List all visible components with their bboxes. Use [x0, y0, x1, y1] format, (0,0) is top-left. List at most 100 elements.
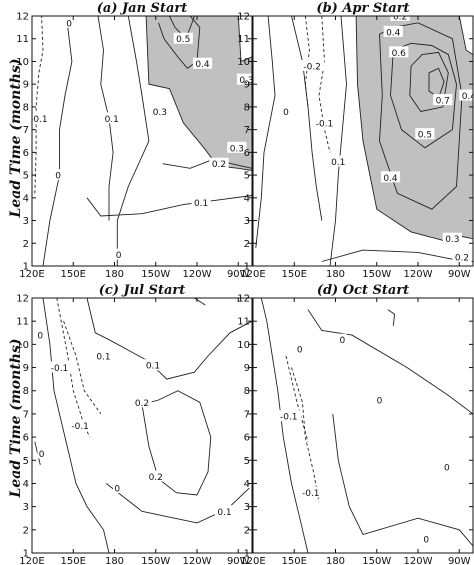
contour-label-4: 0	[116, 251, 122, 261]
x-tick-label: 120W	[183, 556, 212, 565]
panel-1: 0.2 -0.2 -0.1 0 0.1 0.4 0.6 0.7 0.5 0.4 0.4 0.3 0.2 1…	[237, 1, 474, 280]
contour-line-1	[291, 367, 320, 503]
contour-line-4	[329, 16, 347, 266]
y-tick-label: 9	[23, 80, 29, 91]
contour-label-bg-12	[452, 250, 472, 262]
y-tick-label: 5	[244, 456, 250, 467]
panel-frame	[31, 15, 253, 267]
contour-line-0	[260, 298, 309, 553]
y-tick-label: 6	[244, 148, 250, 159]
x-tick-label: 180	[326, 269, 345, 280]
contour-label-bg-7	[433, 94, 453, 106]
contour-label-4: 0.1	[96, 352, 110, 362]
contour-line-5	[106, 483, 250, 524]
panel-title: (a) Jan Start	[97, 1, 187, 16]
contour-label-bg-7	[113, 482, 122, 494]
plot-area: 0.2 -0.2 -0.1 0 0.1 0.4 0.6 0.7 0.5 0.4 0.4 0.3 0.2	[255, 13, 473, 266]
x-tick-label: 120W	[404, 556, 433, 565]
contour-label-bg-8	[415, 128, 435, 140]
x-tick-label: 150W	[362, 269, 391, 280]
panel-frame	[252, 297, 474, 554]
y-tick-label: 1	[244, 262, 250, 273]
x-tick-label: 150E	[61, 269, 86, 280]
x-tick-label: 120E	[19, 556, 44, 565]
y-tick-label: 7	[244, 409, 250, 420]
y-tick-label: 12	[16, 294, 29, 305]
contour-label-bg-1	[53, 169, 63, 181]
y-tick-label: 3	[23, 502, 29, 513]
y-tick-label: 7	[244, 125, 250, 136]
y-tick-label: 8	[244, 386, 250, 397]
contour-line-9	[409, 51, 449, 113]
contour-label-bg-10	[192, 57, 213, 69]
contour-label-bg-4	[328, 155, 348, 167]
y-tick-label: 11	[237, 34, 250, 45]
contour-label-7: 0.7	[436, 97, 450, 107]
x-tick-label: 90W	[448, 269, 471, 280]
contour-label-bg-5	[132, 396, 152, 408]
shaded-region-6	[355, 16, 473, 242]
contour-label-1: 0	[55, 172, 61, 182]
y-tick-label: 12	[237, 294, 250, 305]
x-tick-label: 120E	[19, 269, 44, 280]
plot-area: 0 -0.1 0 -0.1 0.1 0.2 0.1 0 0.2 0.1	[34, 298, 252, 553]
contour-line-5	[321, 249, 473, 262]
plot-area: -0.1 0 0 0.1 0 0.1 0.2 0.3 0.3 0.3 0.4 0.5	[30, 16, 252, 266]
contour-line-4	[332, 413, 473, 547]
y-tick-label: 3	[244, 216, 250, 227]
contour-label-bg-10	[380, 171, 401, 183]
contour-label-3: 0	[283, 108, 289, 118]
plot-area: 0 -0.1 0 -0.1 0 0 0	[260, 298, 473, 553]
contour-label-bg-7	[150, 105, 170, 117]
contour-label-2: 0	[66, 19, 72, 29]
contour-label-bg-0	[295, 343, 304, 354]
contour-line-0	[42, 298, 110, 553]
contour-label-bg-4	[114, 248, 123, 260]
y-tick-label: 9	[23, 363, 29, 374]
contour-label-bg-5	[191, 196, 211, 208]
contour-label-0: 0	[37, 332, 43, 342]
contour-line-4	[86, 195, 252, 217]
y-tick-label: 4	[244, 193, 250, 204]
contour-label-2: -0.1	[316, 119, 334, 129]
contour-label-0: -0.1	[30, 115, 48, 125]
contour-label-3: -0.1	[71, 422, 89, 432]
contour-label-10: 0.4	[383, 174, 398, 184]
x-tick-label: 90W	[227, 269, 250, 280]
contour-label-8: 0.2	[149, 473, 163, 483]
y-tick-label: 8	[23, 102, 29, 113]
contour-label-bg-9	[214, 505, 235, 517]
x-tick-label: 180	[326, 556, 345, 565]
contour-line-7	[158, 16, 201, 69]
y-tick-label: 6	[23, 148, 29, 159]
contour-label-5: 0.2	[135, 399, 149, 409]
panel-title: (c) Jul Start	[99, 283, 185, 298]
contour-line-10	[428, 67, 445, 99]
y-tick-label: 7	[23, 409, 29, 420]
y-axis-label-top: Lead Time (months)	[8, 59, 24, 219]
y-tick-label: 2	[23, 525, 29, 536]
contour-label-1: -0.2	[303, 63, 321, 73]
y-tick-label: 9	[244, 363, 250, 374]
panel-title: (d) Oct Start	[317, 283, 409, 298]
y-tick-label: 1	[244, 549, 250, 560]
contour-label-4: 0.1	[331, 158, 345, 168]
contour-label-bg-9	[236, 73, 252, 85]
panel-title: (b) Apr Start	[316, 1, 409, 16]
y-tick-label: 12	[16, 12, 29, 23]
contour-label-11: 0.5	[176, 35, 190, 45]
contour-line-3	[307, 309, 473, 415]
contour-label-bg-2	[312, 116, 337, 128]
contour-label-bg-1	[47, 361, 72, 373]
contour-label-5: 0.1	[194, 199, 208, 209]
y-tick-label: 4	[23, 193, 29, 204]
contour-label-2: 0	[39, 450, 45, 460]
contour-label-0: 0.2	[393, 13, 407, 23]
y-tick-label: 10	[237, 340, 250, 351]
y-axis-label-bottom: Lead Time (months)	[8, 339, 24, 499]
contour-label-10: 0.4	[195, 60, 210, 70]
contour-label-0: 0	[297, 346, 303, 356]
